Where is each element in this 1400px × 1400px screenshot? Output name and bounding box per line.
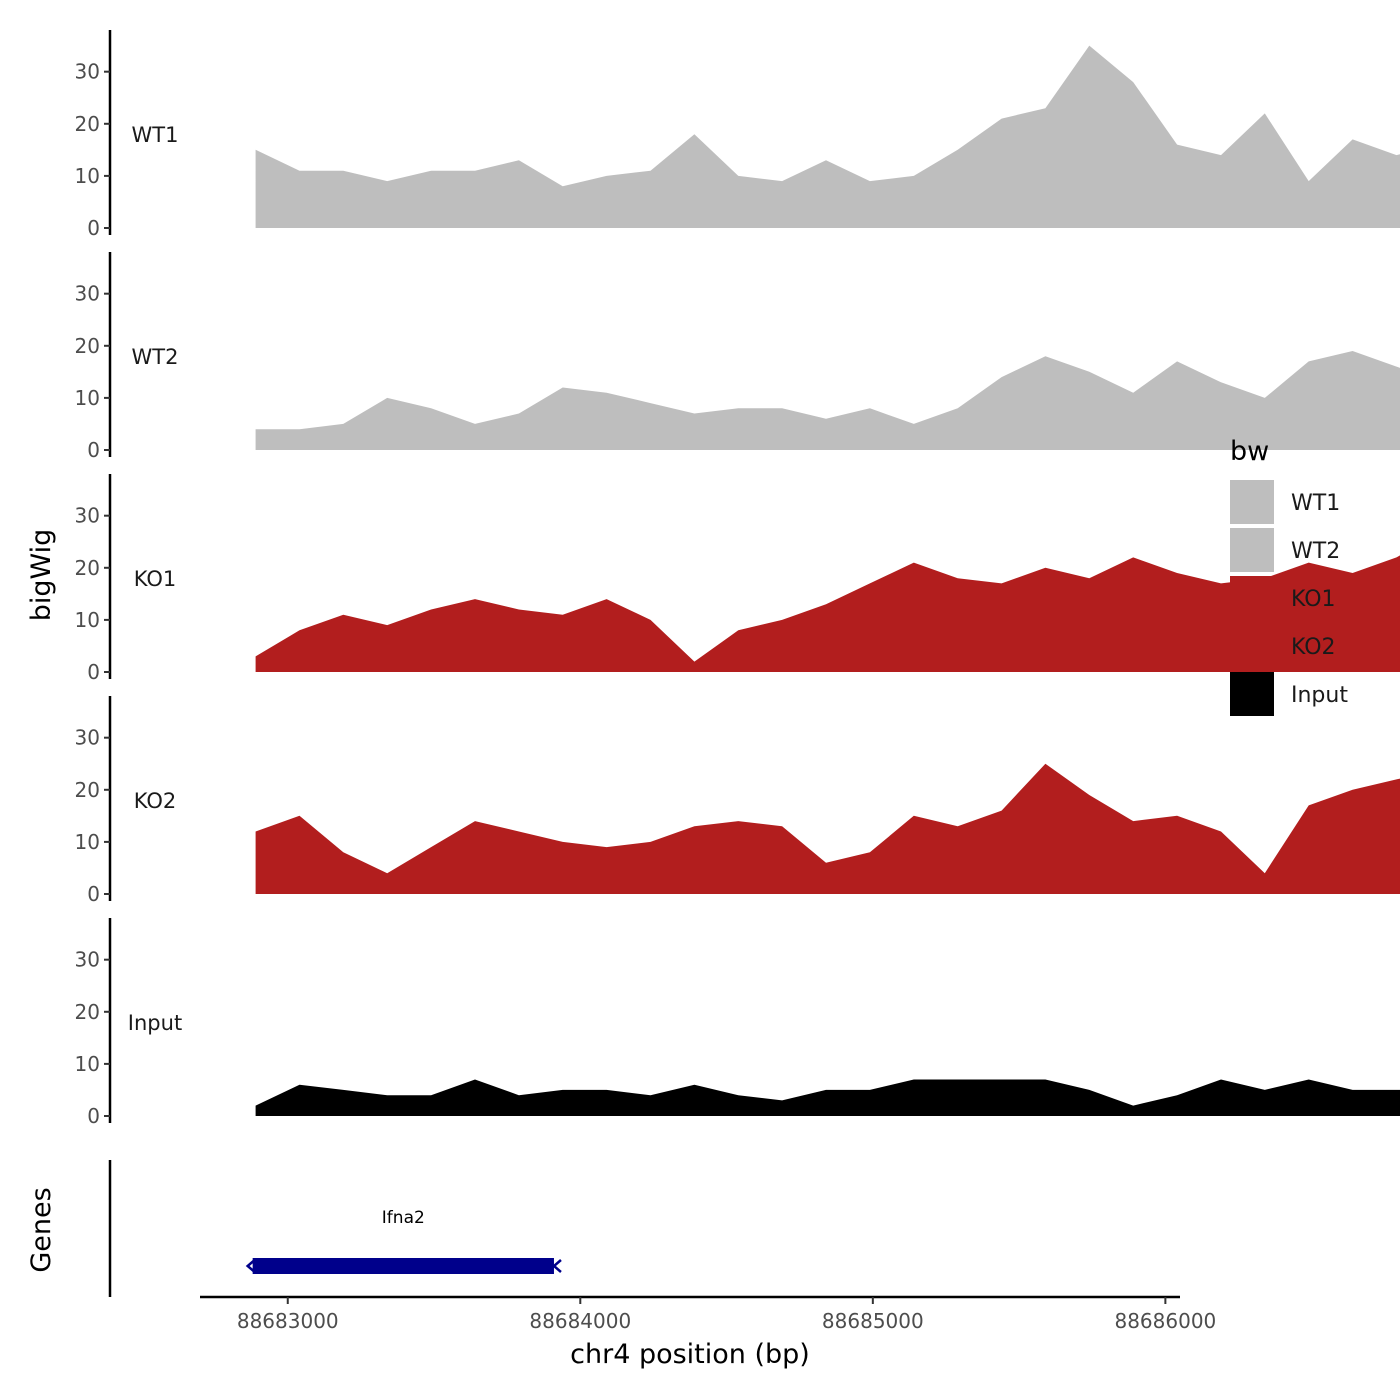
track-label-input: Input	[128, 1011, 182, 1035]
x-axis-title: chr4 position (bp)	[570, 1339, 810, 1370]
x-tick-label-88684000: 88684000	[529, 1309, 631, 1333]
legend-label-ko1: KO1	[1291, 587, 1336, 612]
area-ko2	[255, 763, 1400, 894]
area-wt1	[255, 45, 1400, 228]
gene-strand-arrow-end	[552, 1259, 562, 1273]
legend-key-ko1	[1230, 576, 1274, 620]
track-label-ko1: KO1	[134, 567, 177, 591]
legend: bw WT1 WT2 KO1 KO2 Input	[1230, 436, 1348, 716]
y-tick-label-ko2-20: 20	[75, 778, 100, 802]
tracks-area: 0 10 20 30 WT1 0 10 20 30 WT2 0 10 20 30 KO1 0 10 20 30 KO2…	[75, 30, 1400, 1128]
x-tick-label-88683000: 88683000	[237, 1309, 339, 1333]
track-ko2: 0 10 20 30 KO2	[75, 696, 1400, 906]
gene-label-ifna2: Ifna2	[382, 1208, 425, 1228]
track-label-wt2: WT2	[132, 345, 179, 369]
legend-key-ko2	[1230, 624, 1274, 668]
legend-label-ko2: KO2	[1291, 635, 1336, 660]
area-input	[255, 1079, 1400, 1116]
y-tick-label-wt2-20: 20	[75, 334, 100, 358]
y-tick-label-wt1-20: 20	[75, 112, 100, 136]
y-tick-label-input-0: 0	[87, 1104, 100, 1128]
y-tick-label-ko1-10: 10	[75, 608, 100, 632]
y-tick-label-input-10: 10	[75, 1052, 100, 1076]
legend-key-wt2	[1230, 528, 1274, 572]
x-tick-label-88685000: 88685000	[822, 1309, 924, 1333]
y-tick-label-wt1-10: 10	[75, 164, 100, 188]
gene-ifna2: Ifna2	[245, 1208, 562, 1274]
area-wt2	[255, 351, 1400, 450]
x-axis: 88683000 88684000 88685000 88686000	[200, 1295, 1216, 1333]
y-axis-title: bigWig	[26, 529, 57, 622]
track-label-ko2: KO2	[134, 789, 177, 813]
y-tick-label-ko2-10: 10	[75, 830, 100, 854]
area-ko1	[255, 555, 1400, 672]
track-input: 0 10 20 30 Input	[75, 918, 1400, 1128]
y-tick-label-ko1-30: 30	[75, 504, 100, 528]
y-tick-label-input-20: 20	[75, 1000, 100, 1024]
y-tick-label-wt2-10: 10	[75, 386, 100, 410]
legend-label-wt1: WT1	[1291, 491, 1340, 516]
gene-strand-arrow-start	[245, 1259, 256, 1273]
legend-key-wt1	[1230, 480, 1274, 524]
genes-axis-title: Genes	[26, 1187, 57, 1272]
gene-body-ifna2	[252, 1258, 554, 1274]
track-label-wt1: WT1	[132, 123, 179, 147]
legend-key-input	[1230, 672, 1274, 716]
track-wt2: 0 10 20 30 WT2	[75, 252, 1400, 462]
genes-panel: Ifna2	[108, 1160, 562, 1297]
legend-label-wt2: WT2	[1291, 539, 1340, 564]
y-tick-label-ko1-20: 20	[75, 556, 100, 580]
legend-label-input: Input	[1291, 683, 1348, 708]
y-tick-label-wt2-0: 0	[87, 438, 100, 462]
legend-title: bw	[1230, 436, 1269, 467]
track-wt1: 0 10 20 30 WT1	[75, 30, 1400, 240]
y-tick-label-wt1-0: 0	[87, 216, 100, 240]
y-tick-label-wt2-30: 30	[75, 282, 100, 306]
track-ko1: 0 10 20 30 KO1	[75, 474, 1400, 684]
y-tick-label-input-30: 30	[75, 948, 100, 972]
x-tick-label-88686000: 88686000	[1114, 1309, 1216, 1333]
y-tick-label-wt1-30: 30	[75, 60, 100, 84]
y-tick-label-ko2-0: 0	[87, 882, 100, 906]
y-tick-label-ko1-0: 0	[87, 660, 100, 684]
y-tick-label-ko2-30: 30	[75, 726, 100, 750]
